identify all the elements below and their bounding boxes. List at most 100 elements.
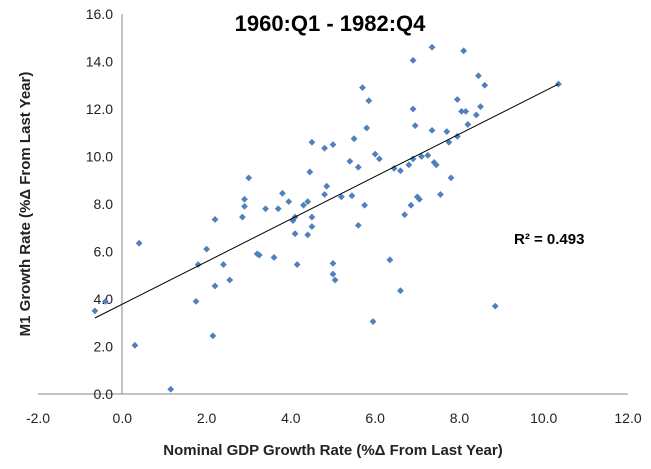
y-axis-title: M1 Growth Rate (%Δ From Last Year) (17, 72, 34, 337)
data-point (304, 198, 312, 206)
data-point (432, 161, 440, 169)
data-point (329, 270, 337, 278)
data-point (462, 107, 470, 115)
data-point (308, 213, 316, 221)
data-point (361, 201, 369, 209)
data-point (329, 141, 337, 149)
x-tick-label: 6.0 (365, 410, 385, 426)
data-point (285, 198, 293, 206)
y-tick-label: 10.0 (86, 149, 113, 165)
data-point (447, 174, 455, 182)
x-tick-label: 0.0 (113, 410, 133, 426)
x-tick-label: 12.0 (614, 410, 641, 426)
data-point (289, 217, 297, 225)
data-point (91, 307, 99, 315)
data-point (369, 318, 377, 325)
x-tick-label: -2.0 (26, 410, 50, 426)
data-point (135, 239, 143, 247)
data-point (371, 150, 379, 158)
data-point (329, 259, 337, 267)
data-point (226, 276, 234, 284)
data-point (428, 126, 436, 134)
data-point (477, 103, 484, 111)
data-point (279, 189, 286, 197)
data-point (397, 287, 404, 295)
x-tick-label: 4.0 (281, 410, 301, 426)
data-point (238, 213, 246, 221)
data-point (474, 72, 482, 80)
data-point (354, 221, 362, 229)
data-point (211, 282, 219, 290)
data-point (386, 256, 394, 264)
data-point (220, 261, 227, 268)
data-point (407, 201, 415, 209)
data-point (464, 121, 472, 128)
data-point (131, 341, 139, 349)
data-point (321, 191, 328, 198)
data-point (409, 105, 417, 113)
data-point (363, 124, 371, 132)
data-point (359, 84, 366, 92)
data-point (409, 155, 417, 163)
x-tick-labels: -2.0 0.0 2.0 4.0 6.0 8.0 10.0 12.0 (26, 410, 642, 426)
data-point (321, 144, 328, 152)
data-point (354, 163, 362, 171)
data-point (481, 81, 489, 89)
y-tick-labels: 0.0 2.0 4.0 6.0 8.0 10.0 12.0 14.0 16.0 (86, 6, 113, 402)
x-axis-title: Nominal GDP Growth Rate (%Δ From Last Ye… (163, 442, 502, 459)
data-point (306, 168, 314, 176)
data-point (331, 276, 339, 284)
data-point (453, 96, 461, 103)
x-tick-label: 2.0 (197, 410, 217, 426)
data-point (401, 211, 409, 219)
data-point (350, 135, 358, 143)
trendline (94, 83, 559, 319)
data-point (203, 245, 210, 253)
data-point (241, 195, 248, 203)
data-point (274, 205, 282, 213)
y-tick-label: 14.0 (86, 54, 113, 70)
data-point (241, 202, 248, 210)
data-point (491, 302, 499, 310)
y-tick-label: 6.0 (94, 244, 114, 260)
y-tick-label: 0.0 (94, 386, 114, 402)
data-point (346, 157, 354, 165)
data-point (211, 216, 219, 223)
data-point (409, 56, 417, 64)
data-point (300, 201, 307, 209)
data-point (472, 111, 480, 119)
r-squared-annotation: R² = 0.493 (514, 231, 584, 248)
data-point (167, 385, 175, 393)
x-tick-label: 10.0 (530, 410, 557, 426)
data-point (418, 153, 425, 160)
data-point (424, 151, 432, 159)
chart-title: 1960:Q1 - 1982:Q4 (235, 11, 427, 36)
data-point (460, 47, 468, 55)
data-point (411, 122, 419, 130)
data-point (428, 43, 436, 51)
data-point (194, 261, 202, 268)
data-point (262, 205, 269, 213)
y-tick-label: 4.0 (94, 291, 114, 307)
data-point (348, 192, 356, 200)
data-point (209, 332, 217, 340)
data-point (293, 261, 301, 268)
data-point (291, 230, 299, 238)
x-tick-label: 8.0 (450, 410, 470, 426)
data-point (102, 297, 109, 305)
data-point (338, 193, 345, 201)
data-point (308, 138, 316, 146)
data-point (458, 107, 465, 115)
data-point (192, 297, 200, 305)
data-point (413, 193, 421, 201)
data-point (255, 251, 263, 259)
data-point (304, 231, 312, 239)
y-tick-label: 2.0 (94, 339, 114, 355)
y-tick-label: 16.0 (86, 6, 113, 22)
data-point (365, 97, 373, 105)
data-point (270, 254, 278, 261)
data-point (437, 191, 444, 198)
data-points (91, 43, 562, 393)
data-point (375, 155, 383, 163)
